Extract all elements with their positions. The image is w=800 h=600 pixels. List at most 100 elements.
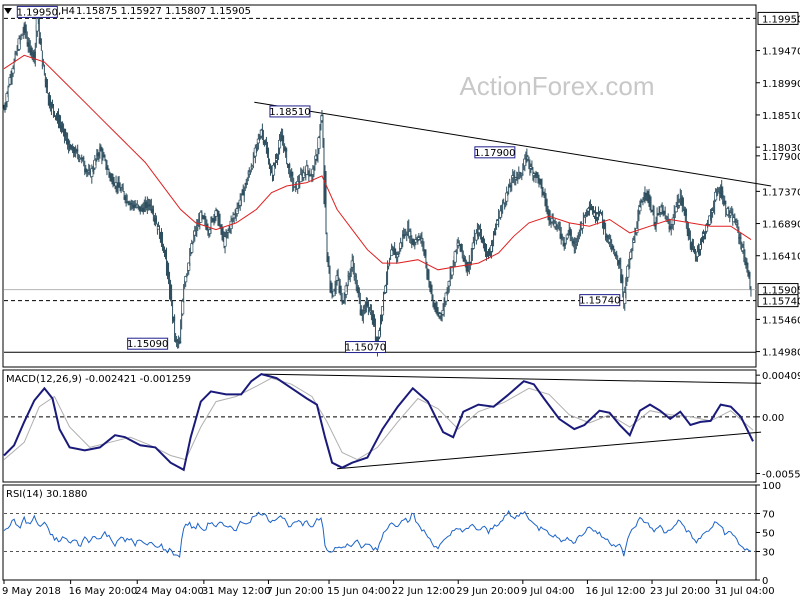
rsi-y-axis: 100 70 50 30 0 (756, 481, 781, 587)
x-tick-label: 22 Jun 12:00 (392, 586, 456, 597)
candle-body (429, 284, 433, 292)
candle-body (641, 199, 645, 202)
candle-body (165, 262, 170, 276)
annotation-box-1.15090 (127, 337, 169, 350)
y-tick-box-1.19950 (757, 11, 799, 25)
candle-body (704, 224, 709, 232)
candle-body (393, 248, 397, 255)
y-tick-label-1.15460: 1.15460 (762, 315, 800, 326)
y-tick-label-1.19470: 1.19470 (762, 47, 800, 58)
annotation-box-1.15740 (579, 294, 621, 307)
annotation-box-1.18510 (269, 105, 311, 118)
macd-tick-label: 0.00 (762, 413, 784, 424)
candle-body (374, 336, 379, 342)
candle-body (190, 243, 194, 253)
candle-body (444, 292, 448, 302)
y-tick-label-1.17370: 1.17370 (762, 187, 800, 198)
y-tick-label-1.18510: 1.18510 (762, 111, 800, 122)
y-tick-label-1.18030: 1.18030 (762, 143, 800, 154)
y-tick-label-1.19950: 1.19950 (762, 14, 800, 25)
y-tick-label-1.16410: 1.16410 (762, 252, 800, 263)
annotation-box-1.15070 (344, 341, 386, 354)
candle-body (686, 228, 690, 237)
candle-body (271, 164, 276, 176)
macd-y-axis: 0.004094 0.00 -0.005568 (756, 371, 800, 481)
annotation-label-1.19950: 1.19950 (17, 7, 58, 18)
candle-body (580, 223, 584, 229)
candle-body (217, 213, 221, 226)
candle-body (390, 249, 394, 256)
ohlc-readout: 1.15875 1.15927 1.15807 1.15905 (76, 6, 251, 17)
candle-body (483, 244, 488, 252)
macd-trendline-1 (337, 431, 762, 470)
candle-body (547, 210, 551, 221)
candle-body (535, 172, 539, 176)
candle-body (29, 47, 33, 56)
x-tick-label: 31 Jul 04:00 (715, 586, 775, 597)
y-tick-label-1.18990: 1.18990 (762, 79, 800, 90)
x-tick-label: 31 May 12:00 (202, 586, 271, 597)
candle-body (223, 236, 227, 247)
candle-body (169, 284, 173, 300)
annotation-box-1.19950 (16, 5, 58, 18)
rsi-line (3, 509, 752, 558)
rsi-series (3, 509, 756, 558)
x-tick-label: 9 Jul 04:00 (521, 586, 575, 597)
rsi-tick-label: 70 (762, 510, 775, 521)
macd-tick-label: 0.004094 (762, 371, 800, 382)
candle-body (747, 271, 751, 277)
candle-body (459, 244, 463, 252)
price-level-lines (4, 17, 772, 353)
macd-title: MACD(12,26,9) -0.002421 -0.001259 (6, 374, 191, 385)
watermark: ActionForex.com (459, 71, 654, 101)
price-series (2, 16, 752, 357)
x-tick-label: 24 May 04:00 (135, 586, 204, 597)
candle-body (35, 18, 39, 32)
candle-body (317, 137, 321, 149)
candle-body (323, 171, 327, 205)
x-tick-label: 7 Jun 20:00 (266, 586, 323, 597)
y-tick-label-1.15740: 1.15740 (762, 297, 800, 308)
rsi-tick-label: 30 (762, 548, 775, 559)
candle-body (196, 225, 200, 227)
y-tick-box-1.15740 (757, 294, 799, 308)
candle-body (44, 78, 48, 88)
candle-body (159, 231, 164, 243)
y-tick-label-1.15905: 1.15905 (762, 286, 800, 297)
rsi-tick-label: 0 (762, 576, 768, 587)
macd-line (3, 373, 754, 472)
macd-tick-label: -0.005568 (762, 470, 800, 481)
macd-series (3, 373, 762, 472)
candle-body (602, 219, 606, 229)
y-tick-label-1.14980: 1.14980 (762, 348, 800, 359)
candle-body (38, 38, 42, 44)
candle-body (465, 261, 469, 271)
candle-body (583, 215, 587, 218)
candle-body (256, 138, 260, 144)
x-tick-label: 29 Jun 20:00 (456, 586, 520, 597)
x-tick-label: 9 May 2018 (2, 586, 61, 597)
candle-body (299, 174, 303, 183)
candle-body (181, 300, 185, 315)
candle-body (5, 93, 9, 102)
price-y-axis: 1.19950 1.19470 1.18990 1.18510 1.180301.179… (756, 11, 800, 359)
symbol-dropdown-icon[interactable] (4, 8, 12, 14)
candle-body (626, 265, 630, 278)
candle-body (474, 232, 478, 241)
macd-signal-line (3, 377, 754, 461)
candle-body (538, 178, 542, 182)
candle-body (23, 24, 27, 33)
candle-body (90, 168, 94, 177)
price-annotations: 1.19950 1.18510 1.17900 1.15740 1.15090 1.150… (16, 5, 621, 354)
x-tick-label: 23 Jul 20:00 (650, 586, 710, 597)
candle-body (356, 287, 360, 294)
candle-body (359, 309, 363, 316)
candle-body (278, 139, 282, 149)
candle-body (453, 251, 457, 263)
candle-body (281, 135, 285, 142)
candle-body (214, 210, 218, 217)
y-tick-label-1.16890: 1.16890 (762, 220, 800, 231)
moving-average-line (3, 54, 752, 271)
